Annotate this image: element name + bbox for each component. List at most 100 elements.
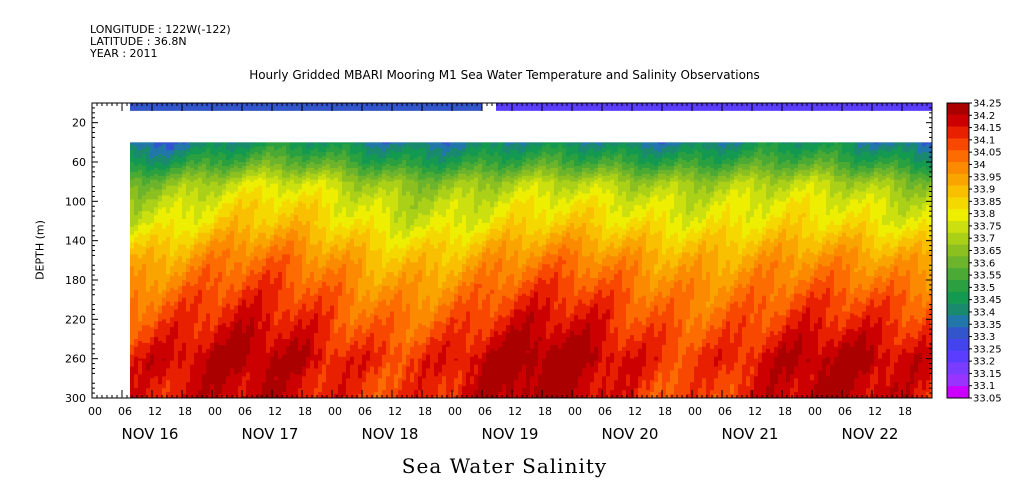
salinity-cell [230,280,235,283]
salinity-cell [234,215,239,218]
salinity-cell [202,342,207,346]
salinity-cell [178,179,183,183]
salinity-cell [198,392,203,395]
salinity-cell [170,252,175,255]
salinity-cell [206,160,211,163]
salinity-cell [178,384,183,387]
salinity-cell [210,244,215,248]
salinity-cell [198,236,203,240]
salinity-cell [146,232,151,236]
salinity-cell [194,201,199,204]
salinity-cell [242,252,247,255]
salinity-cell [134,150,139,153]
salinity-cell [214,154,219,157]
salinity-cell [170,293,175,297]
salinity-cell [186,248,191,251]
salinity-cell [234,384,239,387]
salinity-cell [214,199,219,202]
salinity-cell [146,278,151,281]
salinity-cell [242,173,247,177]
salinity-cell [202,289,207,293]
salinity-cell [226,378,231,381]
salinity-cell [146,191,151,194]
salinity-cell [242,205,247,208]
salinity-cell [242,307,247,310]
salinity-cell [178,348,183,352]
salinity-cell [186,205,191,208]
salinity-cell [202,270,207,273]
salinity-cell [142,388,147,391]
salinity-cell [178,370,183,373]
salinity-cell [186,348,191,352]
salinity-cell [186,329,191,332]
salinity-cell [234,337,239,340]
salinity-cell [202,234,207,238]
salinity-cell [138,156,143,159]
salinity-cell [154,221,159,224]
salinity-cell [246,240,251,244]
salinity-cell [162,346,167,350]
salinity-cell [174,378,179,381]
salinity-cell [174,321,179,324]
salinity-cell [194,195,199,198]
salinity-cell [142,224,147,228]
salinity-cell [146,150,151,153]
salinity-cell [190,331,195,334]
salinity-cell [190,342,195,346]
salinity-cell [238,240,243,244]
salinity-cell [162,181,167,185]
salinity-cell [218,238,223,242]
salinity-cell [174,199,179,202]
salinity-cell [182,252,187,255]
salinity-cell [202,295,207,299]
salinity-cell [138,335,143,338]
salinity-cell [218,339,223,342]
salinity-cell [206,165,211,169]
salinity-cell [194,331,199,334]
salinity-cell [186,368,191,371]
salinity-cell [238,317,243,320]
salinity-cell [166,366,171,369]
salinity-cell [146,144,151,147]
salinity-cell [182,297,187,301]
salinity-cell [162,303,167,307]
salinity-cell [206,352,211,356]
salinity-cell [194,313,199,316]
salinity-cell [146,211,151,214]
salinity-cell [234,278,239,281]
salinity-cell [242,386,247,389]
salinity-cell [210,262,215,265]
salinity-cell [190,354,195,358]
salinity-cell [162,313,167,316]
salinity-cell [178,274,183,277]
salinity-cell [242,185,247,189]
salinity-cell [246,179,251,183]
salinity-cell [186,283,191,287]
salinity-cell [166,305,171,309]
salinity-cell [210,278,215,281]
salinity-cell [238,354,243,358]
salinity-cell [146,213,151,216]
salinity-cell [198,189,203,192]
salinity-cell [226,368,231,371]
salinity-cell [166,240,171,244]
salinity-cell [130,230,135,234]
salinity-cell [138,329,143,332]
salinity-cell [130,295,135,299]
salinity-cell [130,331,135,334]
salinity-cell [182,238,187,242]
salinity-cell [210,268,215,271]
salinity-cell [238,305,243,309]
salinity-cell [214,396,219,398]
salinity-cell [206,333,211,336]
salinity-cell [206,270,211,273]
salinity-cell [178,339,183,342]
salinity-cell [170,325,175,328]
salinity-cell [134,329,139,332]
salinity-cell [210,221,215,224]
salinity-cell [134,281,139,285]
salinity-cell [170,289,175,293]
salinity-cell [178,187,183,191]
salinity-cell [214,150,219,153]
salinity-cell [206,217,211,220]
